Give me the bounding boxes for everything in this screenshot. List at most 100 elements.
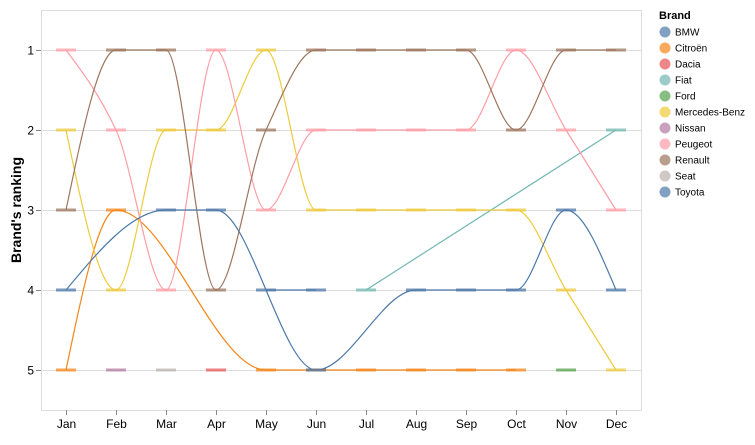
tick-mark-bmw	[306, 288, 326, 292]
legend-label: Renault	[675, 156, 710, 167]
legend-swatch	[659, 58, 671, 70]
tick-mark-mercedes-benz	[556, 288, 576, 292]
tick-mark-renault	[556, 48, 576, 52]
tick-mark-mercedes-benz	[456, 208, 476, 212]
plot-frame	[41, 10, 642, 411]
x-tick-label: Aug	[406, 417, 427, 431]
tick-mark-mercedes-benz	[106, 288, 126, 292]
legend-item-peugeot[interactable]: Peugeot	[659, 138, 713, 151]
x-tick-label: Apr	[207, 417, 226, 431]
tick-mark-peugeot	[506, 48, 526, 52]
legend: Brand BMW Citroën Dacia Fiat Ford Mercedes-Be…	[659, 10, 745, 199]
tick-mark-peugeot	[406, 128, 426, 132]
tick-mark-dacia	[206, 368, 226, 372]
legend-item-nissan[interactable]: Nissan	[659, 122, 706, 135]
y-tick-label: 1	[27, 44, 34, 58]
tick-mark-peugeot	[56, 48, 76, 52]
legend-item-mercedes-benz[interactable]: Mercedes-Benz	[659, 106, 746, 119]
legend-item-citroen[interactable]: Citroën	[659, 42, 708, 55]
y-tick-label: 2	[27, 124, 34, 138]
legend-item-bmw[interactable]: BMW	[659, 26, 701, 39]
tick-mark-peugeot	[206, 48, 226, 52]
x-tick-label: Nov	[556, 417, 577, 431]
tick-mark-toyota	[56, 288, 76, 292]
tick-mark-citroen	[506, 368, 526, 372]
x-tick-label: May	[255, 417, 278, 431]
y-tick-label: 3	[27, 204, 34, 218]
legend-label: Citroën	[675, 44, 707, 55]
tick-mark-citroen	[456, 368, 476, 372]
tick-mark-fiat	[356, 288, 376, 292]
series-line-mercedes-benz	[65, 49, 617, 371]
x-tick-label: Sep	[456, 417, 478, 431]
legend-label: BMW	[675, 28, 700, 39]
legend-label: Fiat	[675, 76, 692, 87]
tick-mark-toyota	[506, 288, 526, 292]
tick-mark-citroen	[356, 368, 376, 372]
legend-label: Toyota	[675, 188, 705, 199]
legend-item-seat[interactable]: Seat	[659, 170, 696, 183]
tick-mark-mercedes-benz	[256, 48, 276, 52]
tick-mark-renault	[506, 128, 526, 132]
y-tick-label: 4	[27, 284, 34, 298]
legend-item-dacia[interactable]: Dacia	[659, 58, 702, 71]
tick-mark-peugeot	[106, 128, 126, 132]
legend-label: Ford	[675, 92, 696, 103]
series-ticks	[56, 48, 626, 372]
tick-mark-peugeot	[156, 288, 176, 292]
series-line-toyota	[65, 209, 617, 371]
legend-item-fiat[interactable]: Fiat	[659, 74, 692, 87]
legend-label: Peugeot	[675, 140, 712, 151]
x-tick-label: Jan	[57, 417, 76, 431]
tick-mark-ford	[556, 368, 576, 372]
x-tick-label: Jul	[359, 417, 374, 431]
tick-mark-toyota	[406, 288, 426, 292]
x-tick-label: Mar	[156, 417, 177, 431]
tick-mark-mercedes-benz	[156, 128, 176, 132]
tick-mark-renault	[306, 48, 326, 52]
tick-mark-citroen	[106, 208, 126, 212]
legend-swatch	[659, 122, 671, 134]
legend-swatch	[659, 154, 671, 166]
legend-swatch	[659, 138, 671, 150]
tick-mark-renault	[356, 48, 376, 52]
legend-item-renault[interactable]: Renault	[659, 154, 710, 167]
legend-label: Dacia	[675, 60, 701, 71]
tick-mark-peugeot	[556, 128, 576, 132]
tick-mark-citroen	[406, 368, 426, 372]
legend-swatch	[659, 106, 671, 118]
tick-mark-renault	[156, 48, 176, 52]
tick-mark-citroen	[256, 368, 276, 372]
tick-mark-peugeot	[356, 128, 376, 132]
tick-mark-seat	[156, 368, 176, 372]
legend-swatch	[659, 42, 671, 54]
tick-mark-toyota	[606, 288, 626, 292]
tick-mark-mercedes-benz	[506, 208, 526, 212]
legend-item-ford[interactable]: Ford	[659, 90, 696, 103]
tick-mark-toyota	[306, 368, 326, 372]
legend-swatch	[659, 74, 671, 86]
legend-item-toyota[interactable]: Toyota	[659, 186, 705, 199]
tick-mark-mercedes-benz	[306, 208, 326, 212]
tick-mark-citroen	[56, 368, 76, 372]
legend-swatch	[659, 186, 671, 198]
y-tick-label: 5	[27, 364, 34, 378]
tick-mark-peugeot	[256, 208, 276, 212]
legend-swatch	[659, 26, 671, 38]
tick-mark-mercedes-benz	[206, 128, 226, 132]
tick-mark-renault	[106, 48, 126, 52]
tick-mark-peugeot	[456, 128, 476, 132]
tick-mark-toyota	[206, 208, 226, 212]
tick-mark-toyota	[556, 208, 576, 212]
tick-mark-renault	[256, 128, 276, 132]
tick-mark-nissan	[106, 368, 126, 372]
tick-mark-mercedes-benz	[406, 208, 426, 212]
tick-mark-mercedes-benz	[606, 368, 626, 372]
tick-mark-renault	[456, 48, 476, 52]
legend-label: Mercedes-Benz	[675, 108, 745, 119]
legend-swatch	[659, 90, 671, 102]
series-line-peugeot	[65, 49, 617, 291]
tick-mark-toyota	[156, 208, 176, 212]
